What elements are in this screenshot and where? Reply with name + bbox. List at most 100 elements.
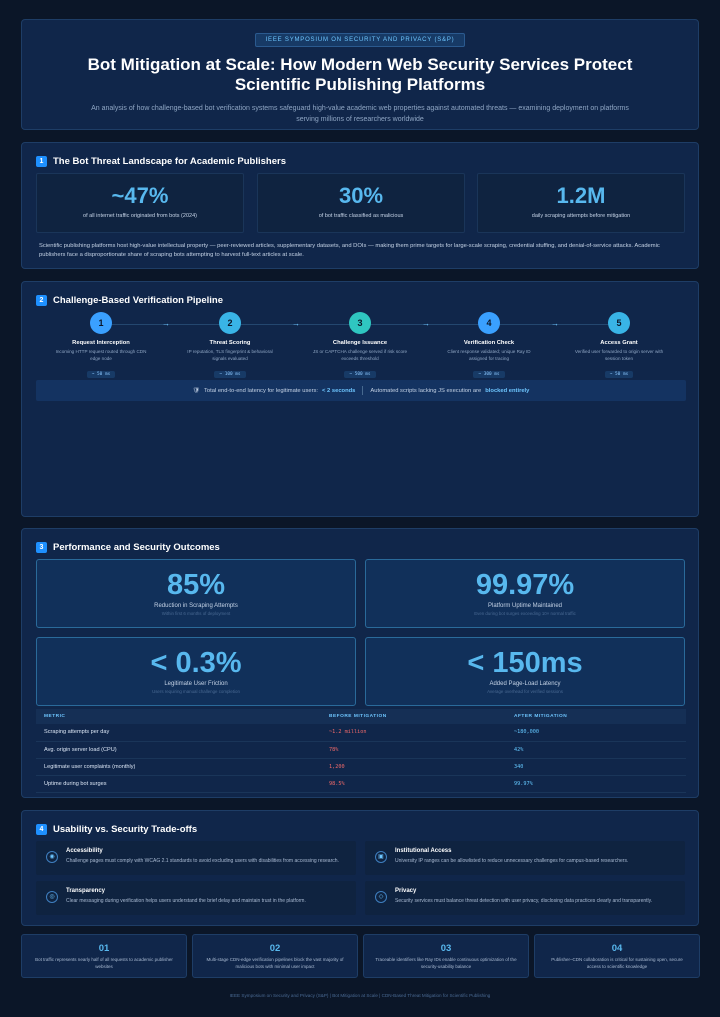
section-title: Usability vs. Security Trade-offs bbox=[53, 824, 198, 835]
kpi-note: Within first 6 months of deployment bbox=[161, 611, 231, 616]
kpi-value: 85% bbox=[166, 569, 226, 601]
shield-icon: 🛡 bbox=[192, 387, 200, 394]
before-cell: 98.5% bbox=[321, 775, 506, 793]
section-threat-landscape: 1 The Bot Threat Landscape for Academic … bbox=[21, 142, 699, 269]
section-header: 3 Performance and Security Outcomes bbox=[36, 542, 220, 553]
key-point: 01 Bot traffic represents nearly half of… bbox=[21, 934, 187, 978]
point-text: Multi-stage CDN-edge verification pipeli… bbox=[206, 957, 344, 969]
latency-summary: 🛡 Total end-to-end latency for legitimat… bbox=[36, 380, 686, 401]
table-row: Avg. origin server load (CPU) 78% 42% bbox=[36, 741, 686, 759]
metric-cell: Uptime during bot surges bbox=[36, 775, 321, 793]
card-title: Accessibility bbox=[66, 848, 103, 854]
table-header-row: METRIC BEFORE MITIGATION AFTER MITIGATIO… bbox=[36, 709, 686, 724]
pipeline-step: 2 Threat Scoring IP reputation, TLS fing… bbox=[180, 312, 280, 380]
arrow-right-icon: → bbox=[422, 319, 430, 328]
table-header: METRIC bbox=[36, 709, 321, 724]
metrics-table: METRIC BEFORE MITIGATION AFTER MITIGATIO… bbox=[36, 709, 686, 793]
step-latency: ~ 300 ms bbox=[473, 371, 505, 378]
stat-label: of bot traffic classified as malicious bbox=[318, 213, 404, 219]
before-cell: 78% bbox=[321, 741, 506, 759]
institution-icon: ▣ bbox=[375, 851, 387, 863]
section-header: 1 The Bot Threat Landscape for Academic … bbox=[36, 156, 286, 167]
section-tradeoffs: 4 Usability vs. Security Trade-offs ◉ Ac… bbox=[21, 810, 699, 926]
step-latency: ~ 100 ms bbox=[214, 371, 246, 378]
point-number: 03 bbox=[440, 943, 452, 954]
tradeoff-card: ◇ Privacy Security services must balance… bbox=[365, 881, 685, 915]
blocked-prefix: Automated scripts lacking JS execution a… bbox=[370, 387, 482, 394]
section-verification-pipeline: 2 Challenge-Based Verification Pipeline … bbox=[21, 281, 699, 517]
card-title: Privacy bbox=[395, 888, 417, 894]
kpi-value: 99.97% bbox=[475, 569, 575, 601]
after-cell: 42% bbox=[506, 741, 686, 759]
tradeoff-card: ◉ Accessibility Challenge pages must com… bbox=[36, 841, 356, 875]
stat-value: 30% bbox=[338, 183, 384, 208]
card-description: University IP ranges can be allowlisted … bbox=[395, 858, 629, 864]
latency-prefix: Total end-to-end latency for legitimate … bbox=[203, 387, 319, 394]
threat-paragraph: Scientific publishing platforms host hig… bbox=[39, 243, 660, 258]
section-title: Challenge-Based Verification Pipeline bbox=[53, 295, 223, 306]
page-footer: IEEE Symposium on Security and Privacy (… bbox=[229, 993, 491, 998]
stat-value: 1.2M bbox=[556, 183, 606, 208]
shield-icon: ◇ bbox=[375, 891, 387, 903]
card-description: Security services must balance threat de… bbox=[395, 898, 653, 904]
section-number: 4 bbox=[36, 824, 47, 835]
accessibility-icon: ◉ bbox=[46, 851, 58, 863]
kpi-value: < 150ms bbox=[467, 647, 583, 679]
metric-cell: Legitimate user complaints (monthly) bbox=[36, 758, 321, 776]
kpi-card: < 150ms Added Page-Load Latency Average … bbox=[365, 637, 685, 706]
key-point: 04 Publisher–CDN collaboration is critic… bbox=[534, 934, 700, 978]
kpi-label: Added Page-Load Latency bbox=[489, 681, 561, 687]
after-cell: 340 bbox=[506, 758, 686, 776]
arrow-right-icon: → bbox=[551, 319, 559, 328]
section-performance-outcomes: 3 Performance and Security Outcomes 85% … bbox=[21, 528, 699, 798]
step-description: Client response validated; unique Ray ID… bbox=[447, 349, 531, 361]
header-panel: IEEE SYMPOSIUM ON SECURITY AND PRIVACY (… bbox=[21, 19, 699, 130]
stat-card: 30% of bot traffic classified as malicio… bbox=[257, 173, 465, 233]
tradeoff-card: ◎ Transparency Clear messaging during ve… bbox=[36, 881, 356, 915]
step-name: Access Grant bbox=[600, 340, 638, 346]
venue-badge: IEEE SYMPOSIUM ON SECURITY AND PRIVACY (… bbox=[254, 33, 466, 47]
kpi-note: Even during bot surges exceeding 10× nor… bbox=[474, 611, 576, 616]
metric-cell: Avg. origin server load (CPU) bbox=[36, 741, 321, 759]
pipeline-step: 4 Verification Check Client response val… bbox=[439, 312, 539, 380]
arrow-right-icon: → bbox=[162, 319, 170, 328]
step-name: Verification Check bbox=[463, 340, 515, 346]
step-description: JS or CAPTCHA challenge served if risk s… bbox=[312, 349, 408, 361]
kpi-label: Platform Uptime Maintained bbox=[487, 603, 563, 609]
stat-label: daily scraping attempts before mitigatio… bbox=[531, 213, 631, 219]
metric-cell: Scraping attempts per day bbox=[36, 724, 321, 742]
step-number: 3 bbox=[349, 312, 371, 334]
card-description: Challenge pages must comply with WCAG 2.… bbox=[66, 858, 339, 864]
step-number: 1 bbox=[90, 312, 112, 334]
section-title: Performance and Security Outcomes bbox=[53, 542, 220, 553]
after-cell: 99.97% bbox=[506, 775, 686, 793]
stat-card: ~47% of all internet traffic originated … bbox=[36, 173, 244, 233]
divider bbox=[362, 386, 364, 395]
kpi-card: 85% Reduction in Scraping Attempts Withi… bbox=[36, 559, 356, 628]
stat-card: 1.2M daily scraping attempts before miti… bbox=[477, 173, 685, 233]
point-number: 02 bbox=[269, 943, 281, 954]
step-name: Threat Scoring bbox=[209, 340, 251, 346]
step-description: IP reputation, TLS fingerprint & behavio… bbox=[187, 349, 273, 361]
point-number: 01 bbox=[98, 943, 110, 954]
page-title: Bot Mitigation at Scale: How Modern Web … bbox=[87, 55, 633, 94]
blocked-value: blocked entirely bbox=[485, 387, 530, 394]
step-number: 5 bbox=[608, 312, 630, 334]
point-number: 04 bbox=[611, 943, 623, 954]
kpi-card: 99.97% Platform Uptime Maintained Even d… bbox=[365, 559, 685, 628]
kpi-card: < 0.3% Legitimate User Friction Users re… bbox=[36, 637, 356, 706]
step-latency: ~ 50 ms bbox=[86, 371, 116, 378]
pipeline-step: 5 Access Grant Verified user forwarded t… bbox=[569, 312, 669, 380]
arrow-right-icon: → bbox=[292, 319, 300, 328]
section-number: 1 bbox=[36, 156, 47, 167]
section-title: The Bot Threat Landscape for Academic Pu… bbox=[53, 156, 286, 167]
page-subtitle: An analysis of how challenge-based bot v… bbox=[91, 105, 629, 123]
before-cell: ~1.2 million bbox=[321, 724, 506, 742]
stat-value: ~47% bbox=[111, 183, 169, 208]
step-latency: ~ 50 ms bbox=[604, 371, 634, 378]
kpi-label: Reduction in Scraping Attempts bbox=[154, 603, 238, 609]
pipeline-step: 3 Challenge Issuance JS or CAPTCHA chall… bbox=[310, 312, 410, 380]
before-cell: 1,200 bbox=[321, 758, 506, 776]
step-description: Incoming HTTP request routed through CDN… bbox=[55, 349, 147, 361]
point-text: Publisher–CDN collaboration is critical … bbox=[551, 957, 683, 969]
